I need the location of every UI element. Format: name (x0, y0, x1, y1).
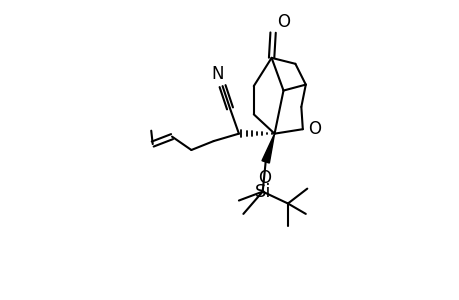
Text: N: N (211, 65, 223, 83)
Text: O: O (308, 120, 320, 138)
Text: Si: Si (254, 183, 270, 201)
Text: O: O (276, 13, 289, 31)
Polygon shape (262, 134, 274, 163)
Text: O: O (257, 169, 270, 187)
